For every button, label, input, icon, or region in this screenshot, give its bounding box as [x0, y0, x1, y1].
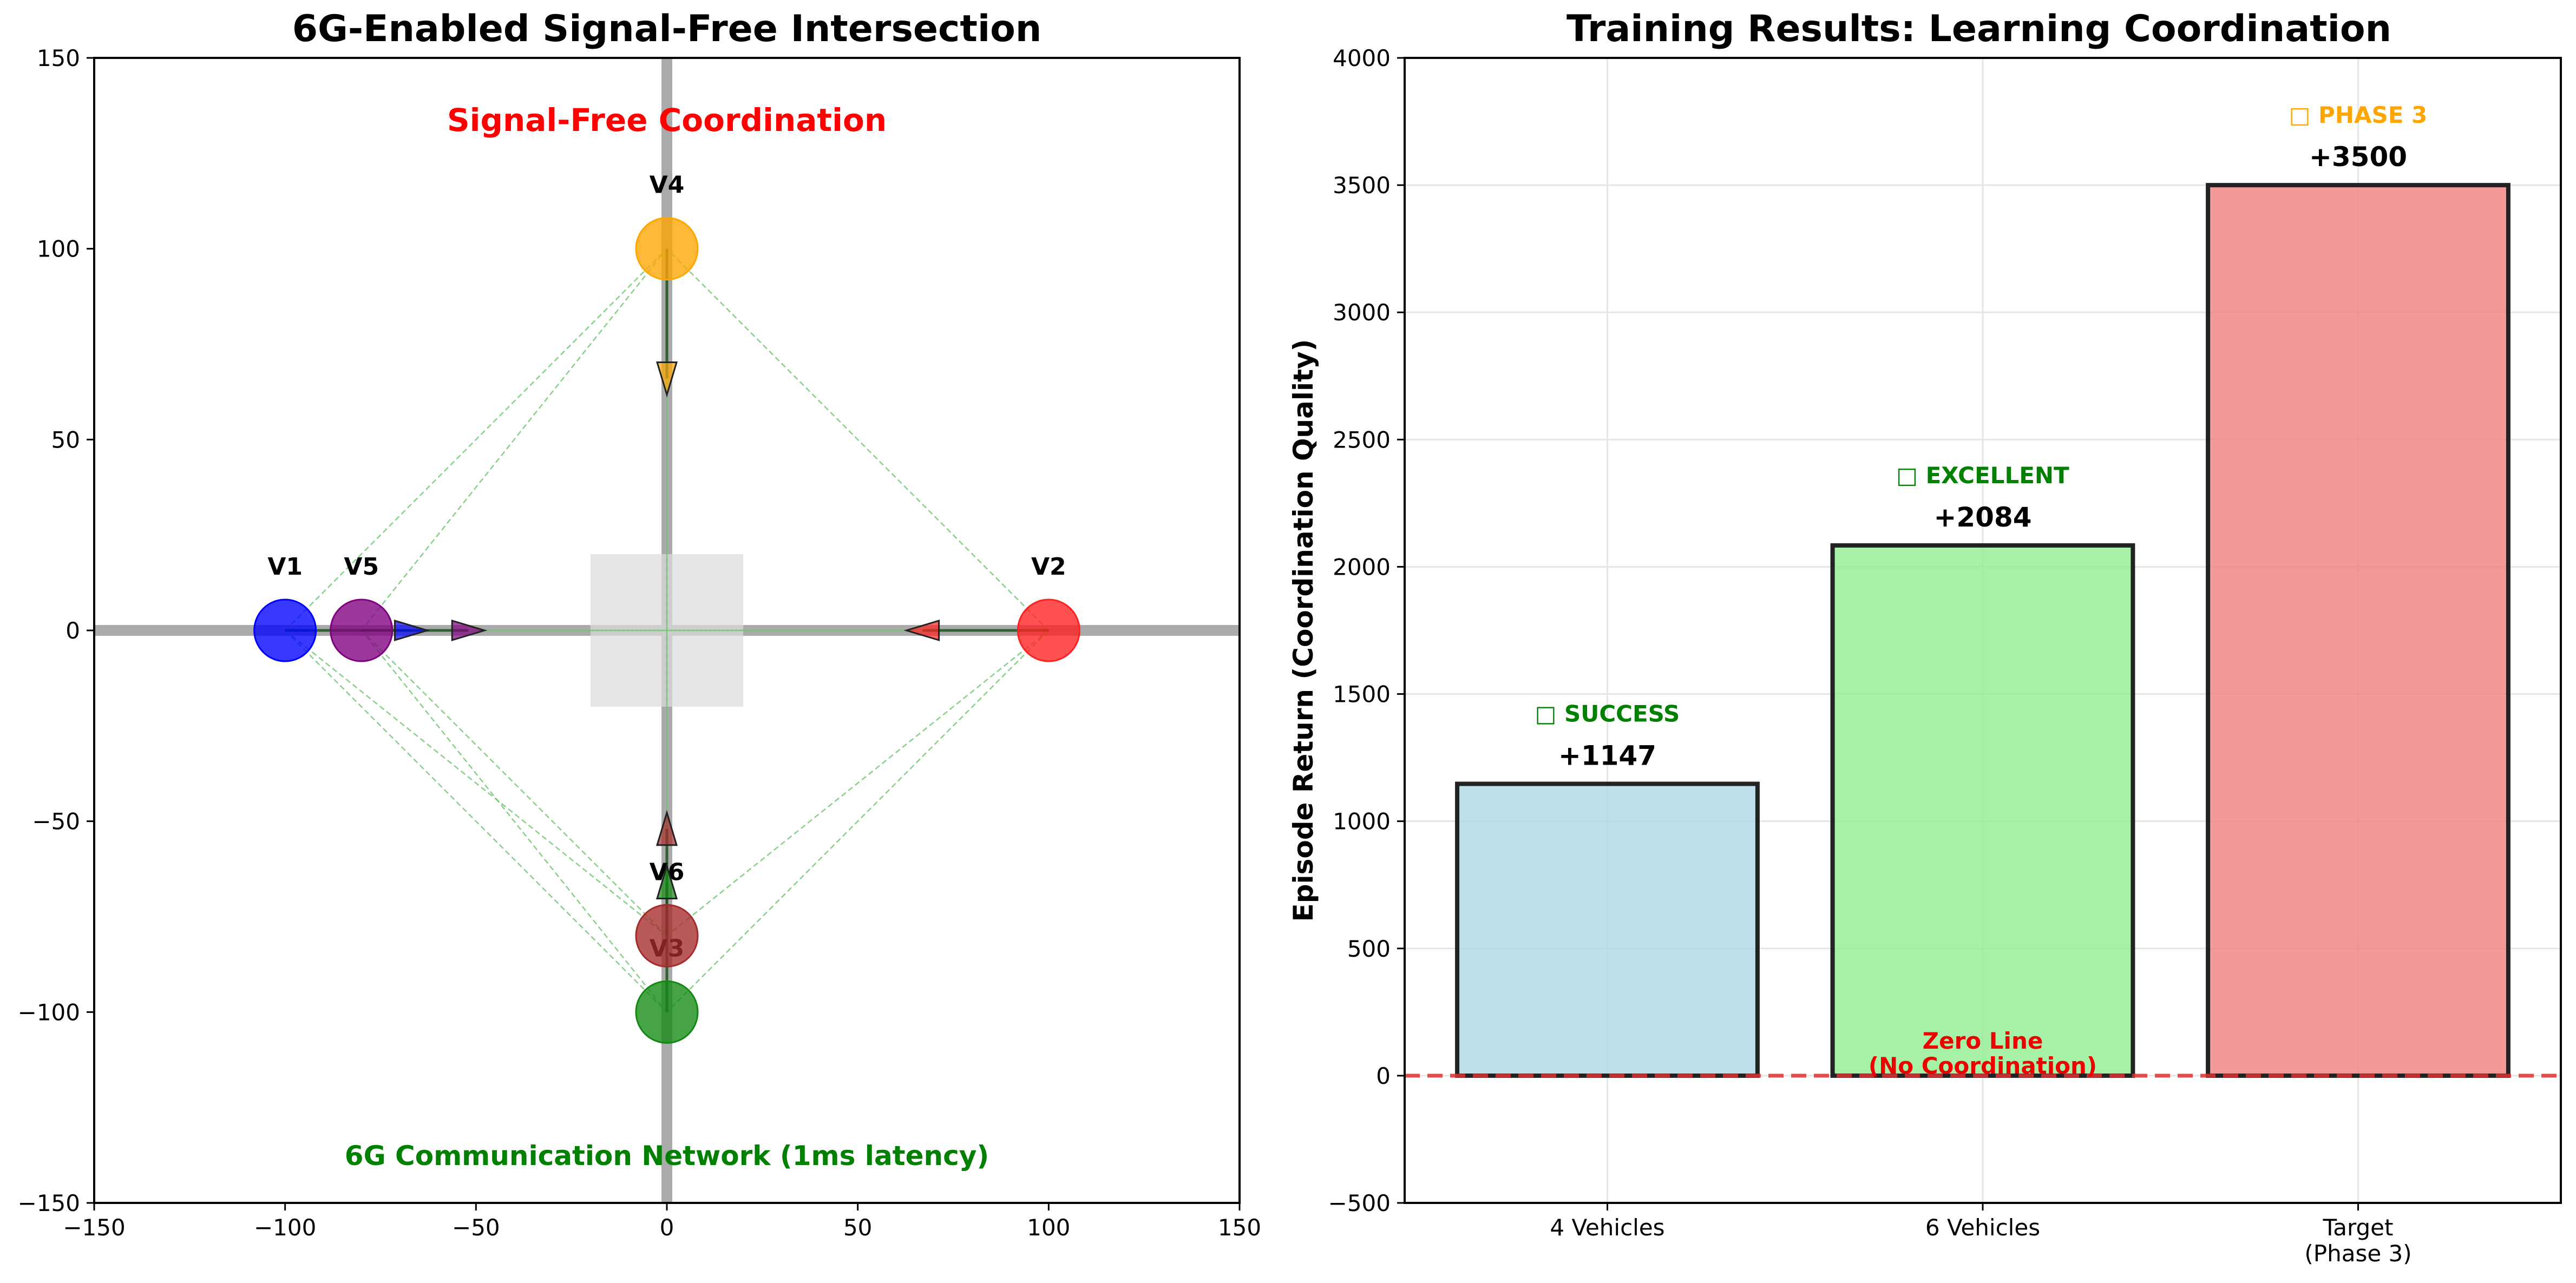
left-axis-ticks: −150 −100 −50 0 50 100 150 −150 −100 −50 0 50 100 150	[18, 45, 1261, 1241]
vehicle-marker	[635, 217, 699, 281]
x-tick-label: −50	[452, 1214, 500, 1241]
x-tick-label: −150	[63, 1214, 125, 1241]
y-axis-label: Episode Return (Coordination Quality)	[1288, 339, 1319, 922]
y-tick-label: −100	[18, 999, 80, 1025]
comm-link	[360, 630, 667, 937]
y-tick-label: −50	[32, 808, 80, 835]
bar-2	[1830, 543, 2135, 1078]
signal-free-annotation: Signal-Free Coordination	[447, 102, 887, 139]
direction-arrow-v5	[451, 619, 488, 642]
vehicle-v2: V2	[1017, 553, 1080, 662]
x-tick-label: (Phase 3)	[2304, 1240, 2411, 1267]
x-tick-label: Target	[2323, 1214, 2394, 1241]
vehicle-marker	[635, 980, 699, 1044]
bar-value-label: +1147	[1558, 740, 1656, 772]
comm-link	[666, 248, 1050, 631]
y-tick-label: 2000	[1333, 554, 1391, 580]
x-tick-label: −100	[254, 1214, 316, 1241]
direction-arrow-v3	[656, 863, 678, 900]
vehicle-v4: V4	[635, 172, 699, 281]
vehicle-v1: V1	[253, 553, 317, 662]
x-tick-label: 150	[1218, 1214, 1261, 1241]
x-tick-label: 4 Vehicles	[1550, 1214, 1664, 1241]
bar-value-label: +3500	[2309, 141, 2407, 173]
bar-status-label: □ EXCELLENT	[1896, 462, 2069, 489]
direction-arrow-v2	[903, 619, 940, 642]
intersection-plot-area: V1V2V3V4V5V6	[94, 58, 1240, 1203]
bar-3	[2206, 183, 2511, 1078]
vehicle-marker	[635, 904, 699, 968]
y-tick-label: −150	[18, 1190, 80, 1216]
vehicle-label: V4	[650, 172, 685, 199]
bar-status-label: □ SUCCESS	[1535, 701, 1680, 727]
comm-link	[284, 630, 667, 937]
y-tick-label: 0	[65, 617, 80, 644]
direction-arrow-v6	[656, 810, 678, 846]
vehicle-v5: V5	[330, 553, 394, 662]
comm-link	[666, 630, 1050, 1013]
x-tick-label: 100	[1027, 1214, 1070, 1241]
y-tick-label: 1000	[1333, 808, 1391, 835]
y-tick-label: 1500	[1333, 681, 1391, 708]
left-chart-title: 6G-Enabled Signal-Free Intersection	[292, 8, 1042, 50]
y-tick-label: 50	[51, 426, 80, 453]
bar-value-label: +2084	[1933, 502, 2031, 533]
comm-link	[284, 630, 667, 1013]
vehicle-marker	[253, 598, 317, 662]
training-results-panel: Training Results: Learning Coordination …	[1288, 8, 2562, 1267]
y-tick-label: 0	[1376, 1063, 1391, 1089]
vehicle-marker	[330, 598, 394, 662]
right-chart-title: Training Results: Learning Coordination	[1566, 8, 2391, 50]
comm-link	[666, 630, 1050, 937]
comm-link	[360, 630, 667, 1013]
network-annotation: 6G Communication Network (1ms latency)	[345, 1140, 989, 1172]
x-tick-label: 0	[660, 1214, 674, 1241]
y-tick-label: 3500	[1333, 172, 1391, 199]
direction-arrow-v1	[394, 619, 430, 642]
bar-series: +1147 □ SUCCESS +2084 □ EXCELLENT +3500 □ PHA…	[1405, 102, 2561, 1079]
comm-link	[284, 248, 667, 631]
right-axis-ticks: −500 0 500 1000 1500 2000 2500 3000 3500 4000 4 Ve…	[1328, 45, 2412, 1267]
y-tick-label: −500	[1328, 1190, 1391, 1216]
vehicle-label: V2	[1031, 553, 1066, 581]
zero-line-label: Zero Line	[1923, 1028, 2043, 1054]
direction-arrow-v4	[656, 361, 678, 398]
x-tick-label: 50	[843, 1214, 872, 1241]
y-tick-label: 100	[37, 236, 80, 262]
right-plot-frame	[1404, 57, 2562, 1204]
x-tick-label: 6 Vehicles	[1925, 1214, 2040, 1241]
comm-link	[360, 248, 667, 631]
intersection-panel: 6G-Enabled Signal-Free Intersection V1 V2…	[18, 8, 1261, 1241]
y-tick-label: 2500	[1333, 426, 1391, 453]
y-tick-label: 150	[37, 45, 80, 71]
y-tick-label: 4000	[1333, 45, 1391, 71]
bar-status-label: □ PHASE 3	[2289, 102, 2428, 128]
zero-line-label: (No Coordination)	[1869, 1052, 2097, 1079]
bar-1	[1455, 781, 1760, 1078]
vehicle-label: V5	[344, 553, 379, 581]
y-tick-label: 500	[1347, 936, 1391, 962]
vehicle-label: V1	[267, 553, 303, 581]
vehicle-marker	[1017, 598, 1080, 662]
y-tick-label: 3000	[1333, 299, 1391, 326]
